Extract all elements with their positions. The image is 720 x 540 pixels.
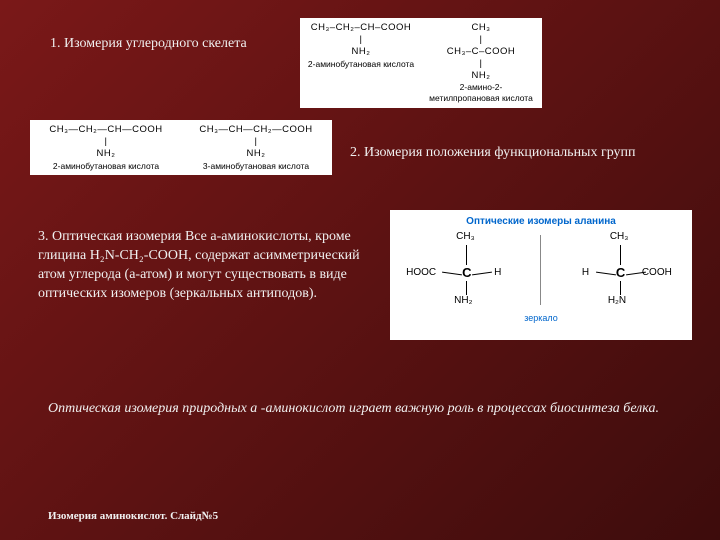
formula: CH₃—CH₂—CH—COOH xyxy=(36,124,176,136)
formula: |CH₃–C–COOH xyxy=(426,34,536,58)
group-left: HOOC xyxy=(406,267,436,280)
bond-icon xyxy=(442,271,462,275)
formula-sub: |NH₂ xyxy=(36,136,176,160)
heading-1: 1. Изомерия углеродного скелета xyxy=(50,36,247,52)
heading-2: 2. Изомерия положения функциональных гру… xyxy=(350,145,636,161)
group-right: H xyxy=(494,267,501,280)
formula-sub: |NH₂ xyxy=(186,136,326,160)
group-top: CH₃ xyxy=(610,231,629,244)
compound-label: 2-аминобутановая кислота xyxy=(306,59,416,70)
mirror-label: зеркало xyxy=(396,313,686,324)
bond-icon xyxy=(466,245,467,265)
chem-1-left: CH₃–CH₂–CH–COOH |NH₂ 2-аминобутановая ки… xyxy=(306,22,416,104)
formula: CH₃—CH—CH₂—COOH xyxy=(186,124,326,136)
chem-block-2: CH₃—CH₂—CH—COOH |NH₂ 2-аминобутановая ки… xyxy=(30,120,332,175)
chem-block-1: CH₃–CH₂–CH–COOH |NH₂ 2-аминобутановая ки… xyxy=(300,18,542,108)
conclusion-text: Оптическая изомерия природных a -аминоки… xyxy=(48,400,668,419)
heading-3: 3. Оптическая изомерия Все a-аминокислот… xyxy=(38,228,378,304)
chem-2-left: CH₃—CH₂—CH—COOH |NH₂ 2-аминобутановая ки… xyxy=(36,124,176,171)
carbon-atom: C xyxy=(616,265,625,281)
compound-label: 2-амино-2-метилпропановая кислота xyxy=(426,82,536,103)
chem-block-3-optical: Оптические изомеры аланина CH₃ C HOOC H … xyxy=(390,210,692,340)
group-bottom: H₂N xyxy=(608,295,626,308)
formula-top: CH₃ xyxy=(426,22,536,34)
compound-label: 2-аминобутановая кислота xyxy=(36,161,176,172)
formula-sub: |NH₂ xyxy=(426,58,536,82)
formula: CH₃–CH₂–CH–COOH xyxy=(306,22,416,34)
bond-icon xyxy=(620,245,621,265)
carbon-atom: C xyxy=(462,265,471,281)
group-right: COOH xyxy=(642,267,672,280)
mirror-divider-icon xyxy=(540,235,541,305)
optical-title: Оптические изомеры аланина xyxy=(396,216,686,229)
group-left: H xyxy=(582,267,589,280)
group-top: CH₃ xyxy=(456,231,475,244)
formula-sub: |NH₂ xyxy=(306,34,416,58)
slide-footer: Изомерия аминокислот. Слайд№5 xyxy=(48,510,218,522)
chem-1-right: CH₃ |CH₃–C–COOH |NH₂ 2-амино-2-метилпроп… xyxy=(426,22,536,104)
isomer-right: CH₃ C H COOH H₂N xyxy=(558,231,678,309)
bond-icon xyxy=(472,271,492,275)
bond-icon xyxy=(620,281,621,295)
bond-icon xyxy=(596,271,616,275)
chem-2-right: CH₃—CH—CH₂—COOH |NH₂ 3-аминобутановая ки… xyxy=(186,124,326,171)
group-bottom: NH₂ xyxy=(454,295,472,308)
compound-label: 3-аминобутановая кислота xyxy=(186,161,326,172)
isomer-left: CH₃ C HOOC H NH₂ xyxy=(404,231,524,309)
bond-icon xyxy=(466,281,467,295)
